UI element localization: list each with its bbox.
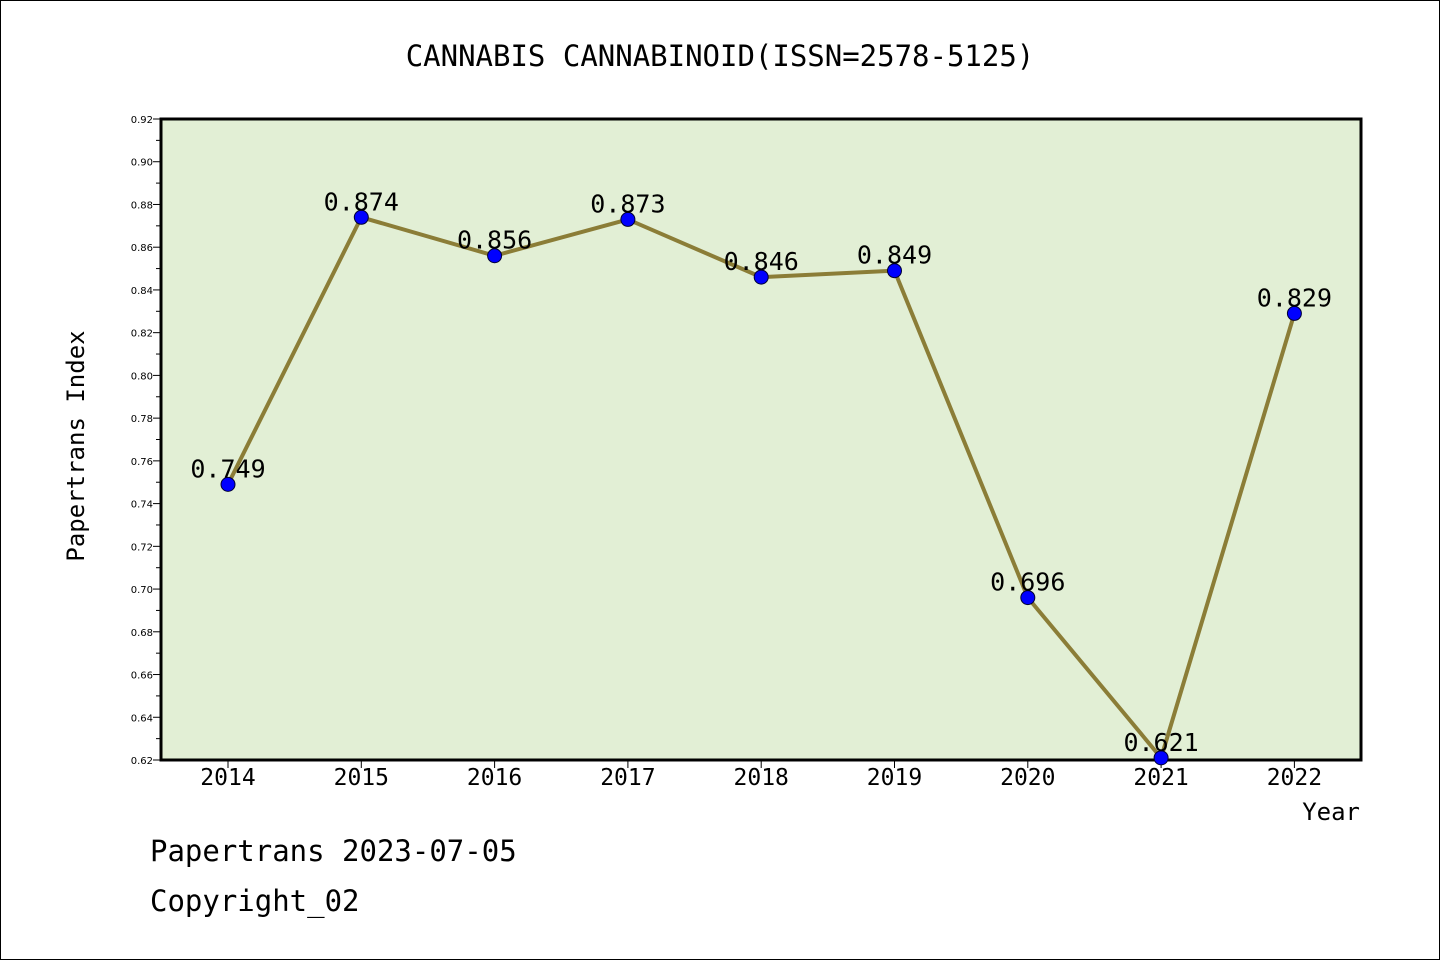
y-tick-label: 0.86 (131, 243, 153, 254)
data-label: 0.829 (1257, 283, 1332, 312)
x-tick-label: 2015 (334, 765, 389, 791)
x-tick-label: 2019 (867, 765, 922, 791)
data-label: 0.856 (457, 226, 532, 255)
y-tick-label: 0.92 (131, 115, 153, 126)
y-tick-label: 0.62 (131, 756, 153, 767)
y-tick-label: 0.72 (131, 542, 153, 553)
data-label: 0.621 (1123, 728, 1198, 757)
data-label: 0.846 (724, 247, 799, 276)
data-point (753, 269, 769, 285)
data-point (1153, 750, 1169, 766)
y-tick-label: 0.82 (131, 329, 153, 340)
x-tick-label: 2021 (1133, 765, 1188, 791)
x-axis: 2014 2015 2016 2017 2018 2019 2020 2021 2022 (200, 760, 1322, 791)
chart-title: CANNABIS CANNABINOID(ISSN=2578-5125) (406, 39, 1035, 73)
y-tick-label: 0.68 (131, 628, 153, 639)
y-tick-label: 0.80 (131, 371, 153, 382)
y-axis-label: Papertrans Index (62, 330, 90, 561)
data-label: 0.873 (590, 189, 665, 218)
plot-area (159, 117, 1363, 762)
data-point (220, 476, 236, 492)
data-point (1286, 305, 1302, 321)
y-axis: 0.62 0.64 0.66 0.68 0.70 0.72 0.74 0.76 0.78 0.80… (131, 115, 161, 767)
x-tick-label: 2018 (734, 765, 789, 791)
x-tick-label: 2014 (200, 765, 255, 791)
y-tick-label: 0.64 (131, 713, 153, 724)
x-tick-label: 2020 (1000, 765, 1055, 791)
data-label: 0.849 (857, 241, 932, 270)
y-tick-label: 0.78 (131, 414, 153, 425)
y-tick-label: 0.74 (131, 500, 153, 511)
data-point (887, 263, 902, 279)
y-tick-label: 0.90 (131, 158, 153, 169)
data-label: 0.696 (990, 568, 1065, 597)
data-point (487, 248, 503, 264)
x-tick-label: 2022 (1267, 765, 1322, 791)
x-tick-label: 2017 (600, 765, 655, 791)
y-tick-label: 0.70 (131, 585, 153, 596)
y-tick-label: 0.88 (131, 200, 153, 211)
data-label: 0.874 (324, 187, 399, 216)
x-tick-label: 2016 (467, 765, 522, 791)
x-axis-label: Year (1302, 798, 1360, 826)
data-labels: 0.749 0.874 0.856 0.873 0.846 0.849 0.696 0.621… (190, 187, 1332, 757)
data-point (353, 209, 369, 225)
data-label: 0.749 (190, 454, 265, 483)
data-point (1020, 590, 1036, 606)
y-tick-label: 0.66 (131, 671, 153, 682)
data-markers (220, 209, 1302, 766)
data-point (620, 211, 636, 227)
y-tick-label: 0.76 (131, 457, 153, 468)
y-tick-label: 0.84 (131, 286, 153, 297)
footer-date: Papertrans 2023-07-05 (150, 834, 517, 868)
footer-copyright: Copyright_02 (150, 884, 360, 918)
